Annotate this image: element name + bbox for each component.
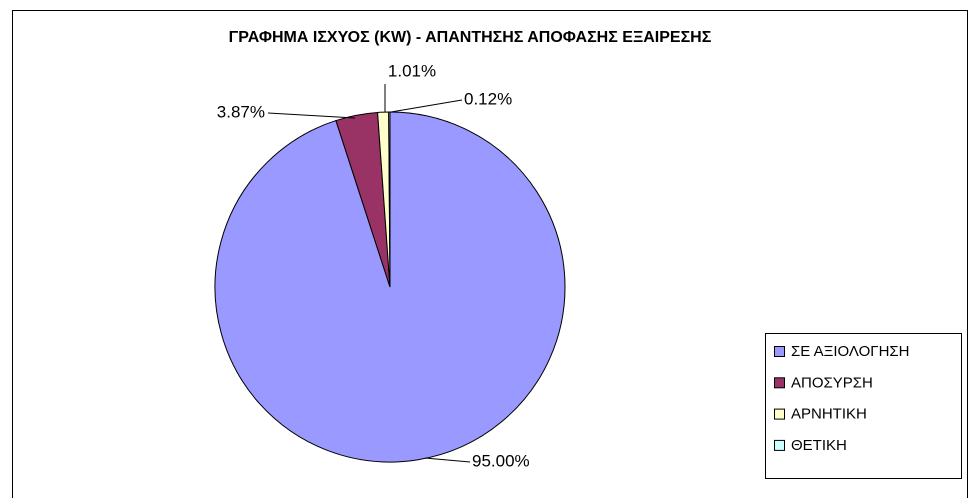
data-label: 0.12%: [464, 89, 512, 108]
leader-line: [267, 112, 356, 119]
legend-swatch: [774, 408, 785, 420]
legend-swatch: [774, 439, 785, 451]
legend-swatch: [774, 377, 785, 389]
legend-label: ΘΕΤΙΚΗ: [791, 437, 847, 454]
data-label: 3.87%: [217, 102, 265, 121]
data-label: 1.01%: [388, 61, 436, 80]
chart-title: ΓΡΑΦΗΜΑ ΙΣΧΥΟΣ (KW) - ΑΠΑΝΤΗΣΗΣ ΑΠΟΦΑΣΗΣ…: [229, 29, 712, 46]
legend-label: ΑΡΝΗΤΙΚΗ: [791, 406, 867, 423]
legend-box: [765, 333, 962, 479]
leader-line: [390, 99, 463, 113]
data-label: 95.00%: [472, 451, 530, 470]
legend-swatch: [774, 346, 785, 357]
legend-label: ΣΕ ΑΞΙΟΛΟΓΗΣΗ: [791, 343, 910, 360]
leader-line: [424, 457, 471, 463]
pie-slice: [388, 111, 391, 288]
legend-label: ΑΠΟΣΥΡΣΗ: [791, 374, 873, 391]
